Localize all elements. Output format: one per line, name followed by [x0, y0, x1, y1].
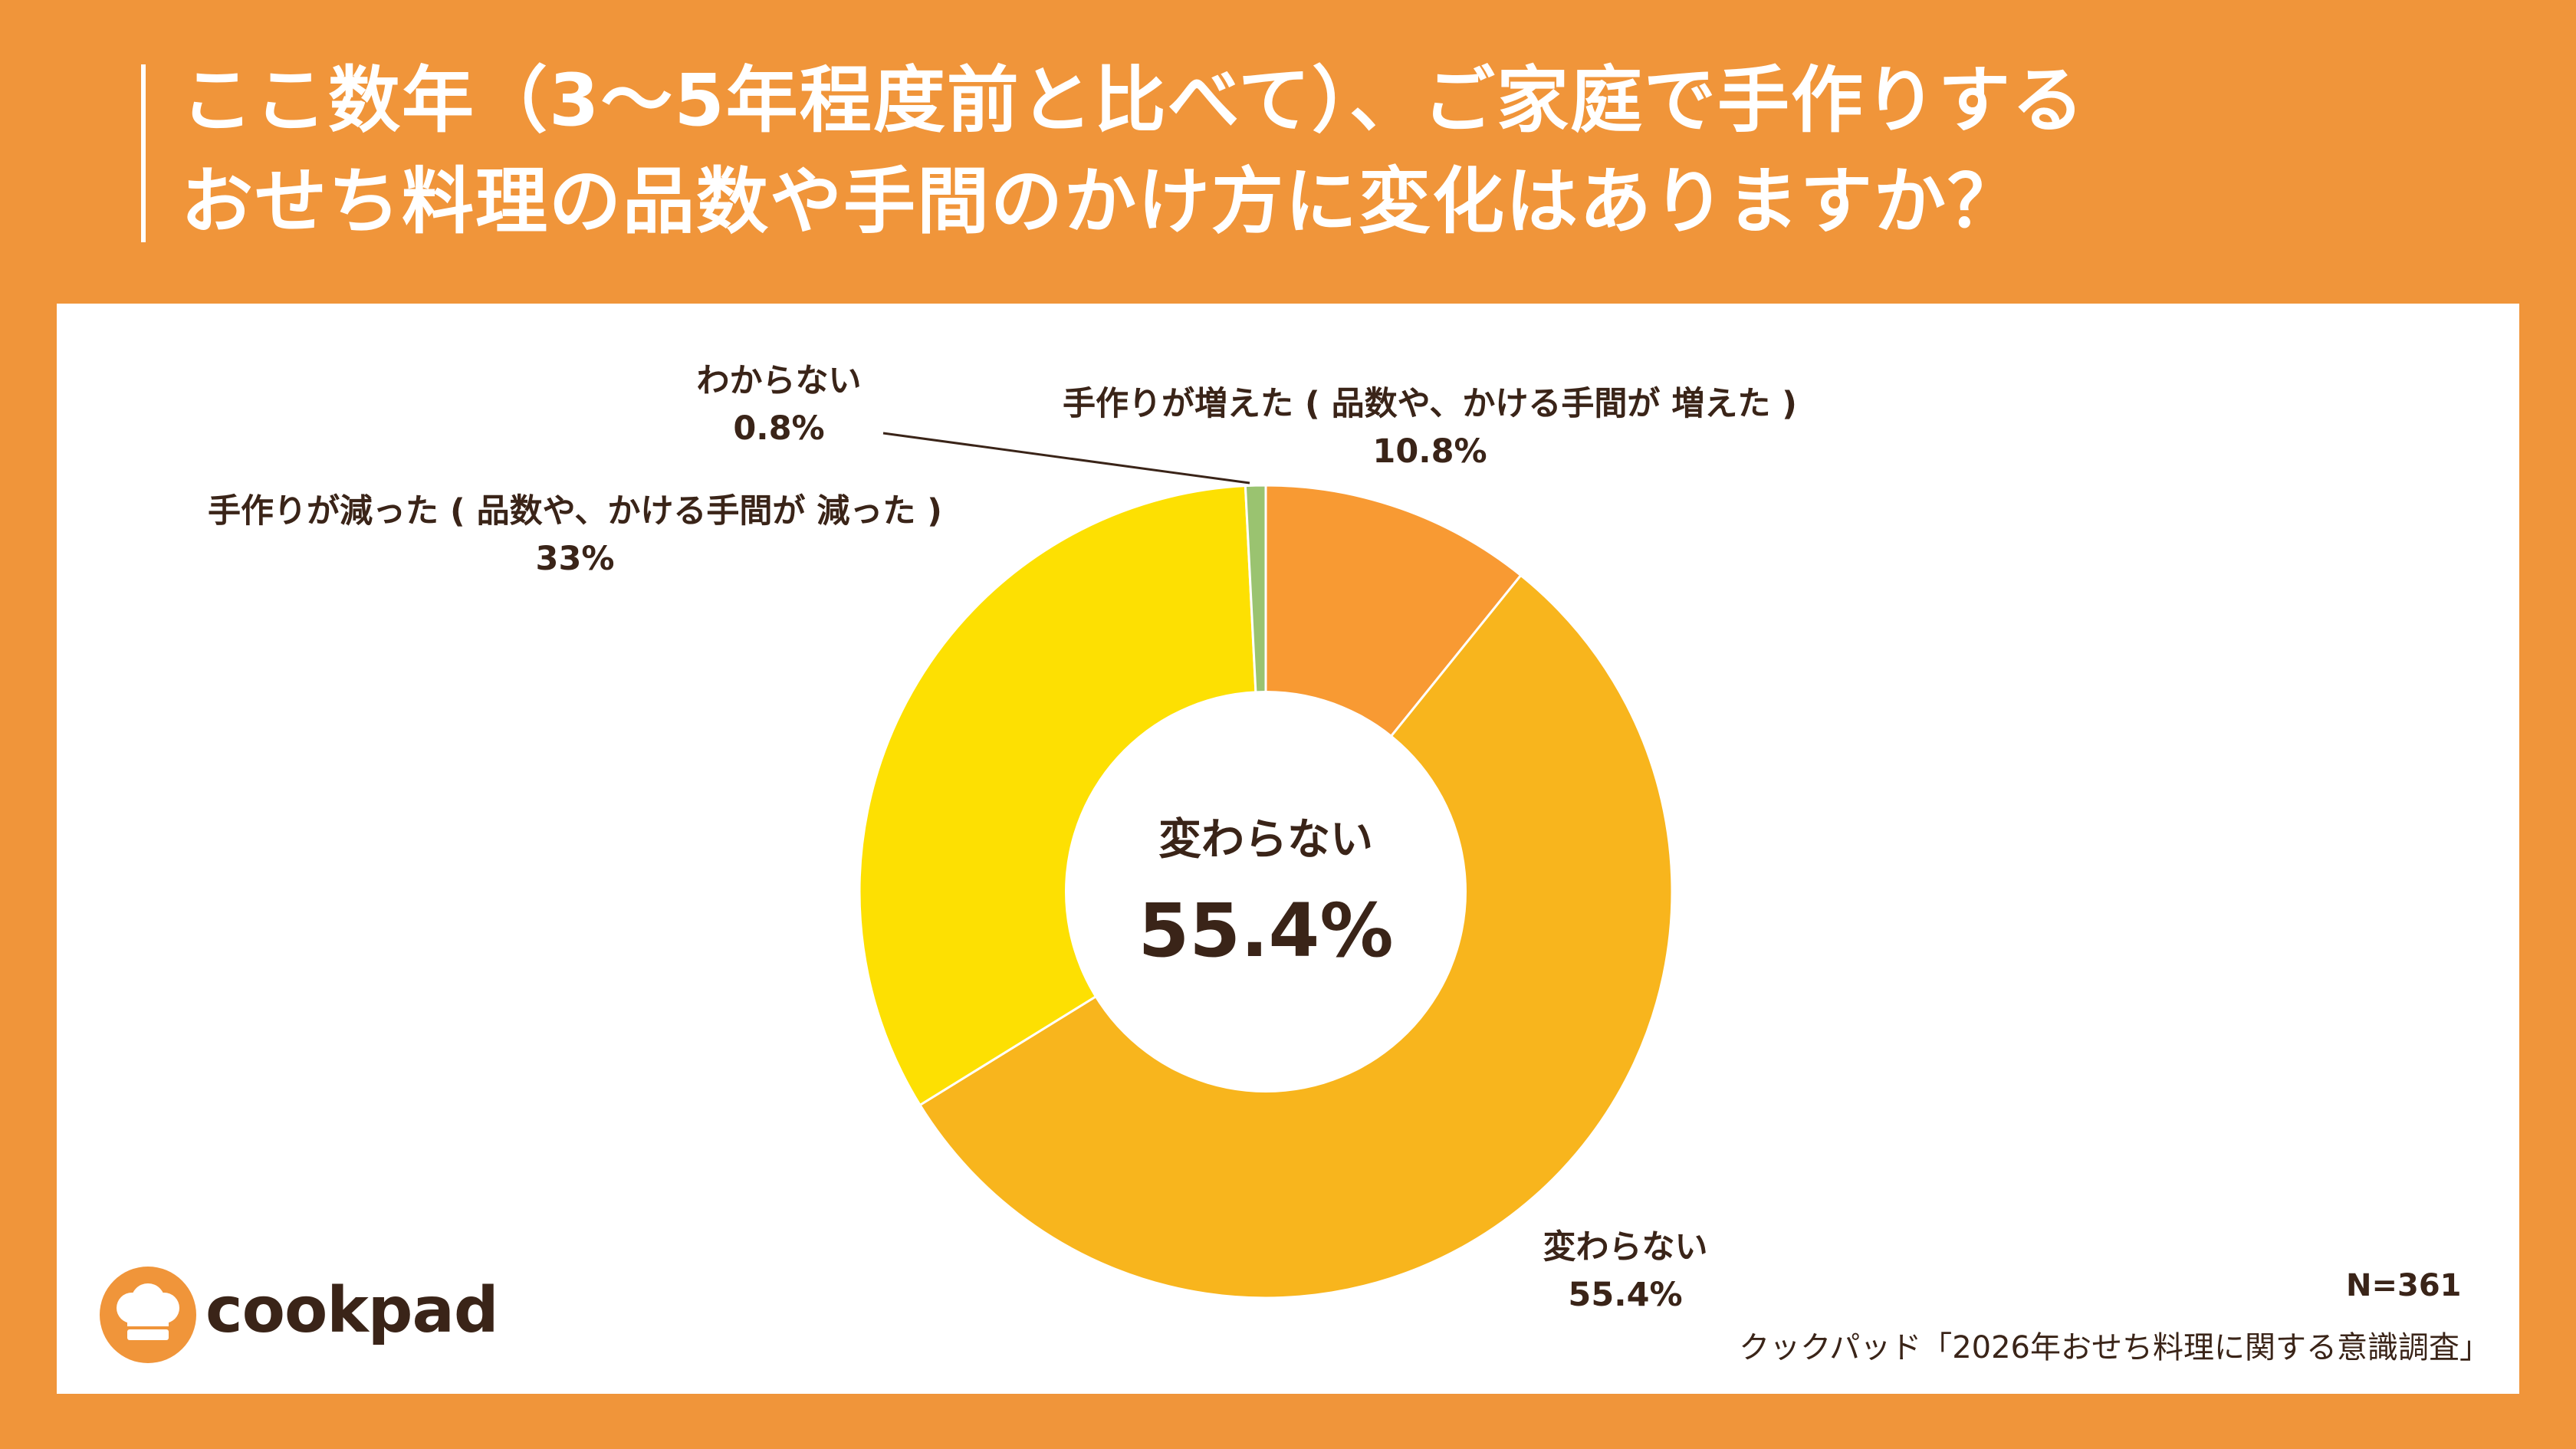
- title-line-2: おせち料理の品数や手間のかけ方に変化はありますか？: [181, 160, 2022, 244]
- leader-line-unknown: [882, 432, 1250, 485]
- title-accent-bar: [141, 64, 146, 242]
- label-same-name: 変わらない: [1543, 1228, 1708, 1267]
- source-note: クックパッド「2026年おせち料理に関する意識調査」: [1739, 1330, 2490, 1365]
- label-increase-name: 手作りが増えた ( 品数や、かける手間が 増えた ): [1063, 385, 1797, 423]
- label-increase: 手作りが増えた ( 品数や、かける手間が 増えた ) 10.8%: [1012, 380, 1848, 475]
- page-title: ここ数年（3～5年程度前と比べて）、ご家庭で手作りする おせち料理の品数や手間の…: [181, 51, 2481, 253]
- chef-hat-icon: [117, 1283, 179, 1340]
- label-unknown-pct: 0.8%: [733, 409, 825, 448]
- title-line-1: ここ数年（3～5年程度前と比べて）、ご家庭で手作りする: [181, 59, 2086, 143]
- sample-size: N=361: [2346, 1268, 2462, 1303]
- label-decrease-pct: 33%: [535, 540, 615, 578]
- label-same: 変わらない 55.4%: [1472, 1224, 1779, 1319]
- label-unknown: わからない 0.8%: [641, 357, 917, 452]
- label-decrease: 手作りが減った ( 品数や、かける手間が 減った ) 33%: [169, 488, 981, 583]
- label-increase-pct: 10.8%: [1372, 432, 1487, 471]
- label-same-pct: 55.4%: [1568, 1276, 1683, 1314]
- logo-wordmark: cookpad: [205, 1274, 499, 1347]
- label-unknown-name: わからない: [696, 362, 862, 400]
- donut-hole: [1065, 691, 1467, 1092]
- center-label: 変わらない: [1158, 815, 1373, 865]
- center-value: 55.4%: [1138, 888, 1394, 974]
- label-decrease-name: 手作りが減った ( 品数や、かける手間が 減った ): [208, 492, 942, 531]
